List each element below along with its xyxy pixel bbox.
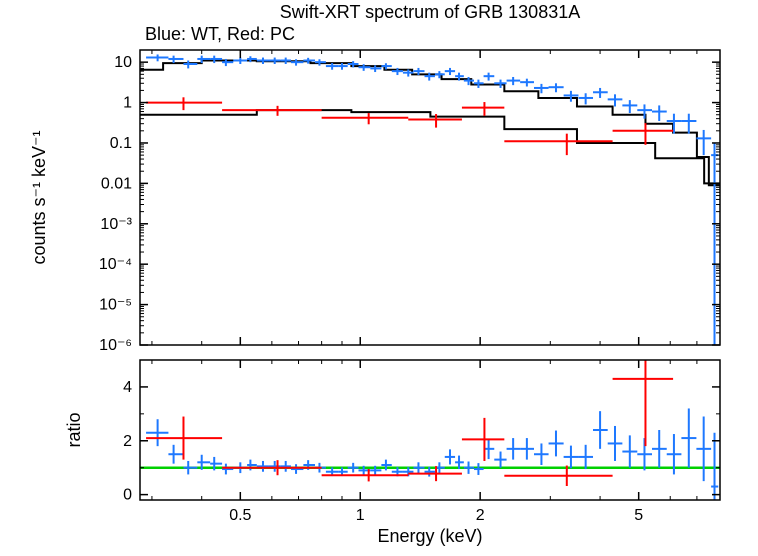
svg-text:4: 4: [123, 379, 132, 396]
svg-text:10⁻⁵: 10⁻⁵: [99, 297, 132, 314]
svg-text:10⁻⁴: 10⁻⁴: [99, 256, 132, 273]
svg-text:2: 2: [476, 507, 485, 524]
svg-text:10⁻³: 10⁻³: [100, 216, 132, 233]
svg-text:10⁻⁶: 10⁻⁶: [99, 337, 132, 354]
svg-text:5: 5: [634, 507, 643, 524]
svg-text:1: 1: [123, 95, 132, 112]
svg-text:0.01: 0.01: [101, 175, 132, 192]
svg-text:2: 2: [123, 433, 132, 450]
svg-text:10: 10: [114, 54, 132, 71]
y-axis-label-top: counts s⁻¹ keV⁻¹: [29, 130, 49, 264]
y-axis-label-bot: ratio: [64, 412, 84, 447]
svg-text:1: 1: [356, 507, 365, 524]
xrt-spectrum-chart: 10⁻⁶ 10⁻⁵ 10⁻⁴ 10⁻³ 0.01 0.1 1 10 0 2 4 0.5 1 2 5 Swift…: [0, 0, 758, 556]
chart-subtitle: Blue: WT, Red: PC: [145, 24, 295, 44]
chart-title: Swift-XRT spectrum of GRB 130831A: [280, 2, 580, 22]
svg-text:0.1: 0.1: [110, 135, 132, 152]
svg-text:0.5: 0.5: [229, 507, 251, 524]
svg-text:0: 0: [123, 487, 132, 504]
x-axis-label: Energy (keV): [377, 526, 482, 546]
